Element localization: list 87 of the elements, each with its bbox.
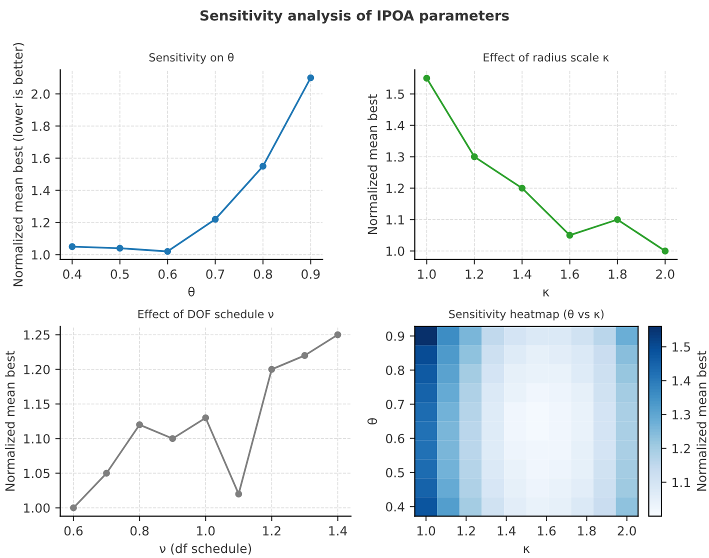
x-tick-label: 1.4 [329,526,347,536]
y-tick-label: 1.25 [24,330,50,340]
x-axis-title: κ [524,546,530,554]
y-axis-title: Normalized mean best (lower is better) [13,42,24,286]
x-tick-label: 1.0 [418,269,436,279]
point [235,490,242,498]
text: Sensitivity analysis of IPOA parameters [200,10,509,24]
y-tick-label: 2.0 [32,89,50,99]
y-tick-label: 1.1 [386,215,404,224]
x-tick-label: 1.2 [466,269,484,279]
y-tick-label: 0.6 [386,434,404,444]
point [662,248,669,254]
point [164,248,172,255]
x-tick-label: 2.0 [618,526,636,536]
point [103,470,110,477]
x-tick-label: 0.4 [63,269,82,279]
y-tick-label: 1.0 [386,246,404,256]
point [169,435,176,442]
point [260,162,266,170]
point [70,504,77,512]
y-tick-label: 1.20 [24,364,50,374]
x-axis-title: κ [543,290,550,296]
y-tick-label: 1.10 [24,434,50,444]
point [307,74,314,82]
y-tick-label: 1.8 [32,121,50,131]
x-tick-label: 0.7 [206,269,224,279]
x-tick-label: 1.4 [498,526,516,536]
y-tick-label: 0.8 [386,366,404,376]
point [268,366,276,373]
point [301,352,308,359]
y-tick-label: 0.9 [386,331,404,341]
color-bar-label: 1.5 [672,342,690,352]
x-tick-label: 0.8 [254,269,272,279]
y-tick-label: 0.4 [386,502,404,512]
chart-title: Sensitivity on θ [149,52,234,64]
x-tick-label: 1.6 [561,269,579,279]
color-bar-label: 1.4 [672,376,690,386]
y-tick-label: 1.3 [386,152,404,162]
chart-title: Sensitivity heatmap (θ vs κ) [449,310,604,320]
x-tick-label: 0.9 [302,269,320,279]
color-bar-label: 1.2 [672,444,690,454]
chart-title: Effect of radius scale κ [484,52,609,62]
point [566,232,574,239]
x-tick-label: 0.5 [110,269,129,279]
point [470,153,478,160]
y-tick-label: 1.00 [24,503,50,513]
y-axis-title: Normalized mean best [5,350,15,491]
x-axis-title: θ [188,286,195,296]
x-tick-label: 1.8 [578,526,596,536]
x-tick-label: 0.8 [130,526,149,536]
point [212,216,219,223]
chart-title: Effect of DOF schedule ν [138,310,274,318]
y-tick-label: 1.2 [32,218,50,228]
y-tick-label: 1.6 [32,154,50,164]
point [614,216,621,224]
y-tick-label: 1.0 [32,250,50,260]
x-tick-label: 1.8 [608,269,627,279]
point [202,414,210,422]
x-tick-label: 1.0 [417,526,436,536]
y-tick-label: 1.2 [386,184,404,193]
x-tick-label: 1.2 [263,526,280,536]
y-tick-label: 1.5 [386,90,404,99]
color-bar-title: Normalized mean best [696,350,706,491]
y-axis-title: θ [367,418,378,424]
y-tick-label: 0.7 [386,400,404,410]
y-tick-label: 0.5 [386,468,404,478]
x-axis-title: ν (df schedule) [160,544,252,555]
point [136,421,144,428]
y-tick-label: 1.05 [24,468,50,478]
point [518,184,526,192]
y-axis-title: Normalized mean best [368,94,378,234]
y-tick-label: 1.4 [386,120,404,130]
x-tick-label: 0.6 [64,526,83,536]
x-tick-label: 0.6 [158,269,177,279]
x-tick-label: 2.0 [656,269,674,279]
y-tick-label: 1.4 [32,186,50,196]
x-tick-label: 1.0 [197,526,215,536]
color-bar-label: 1.3 [672,410,690,420]
point [423,74,430,82]
x-tick-label: 1.2 [458,526,475,536]
x-tick-label: 1.6 [538,526,556,536]
y-tick-label: 1.15 [24,400,50,409]
x-tick-label: 1.4 [514,270,532,279]
point [68,243,76,250]
point [116,244,124,252]
point [334,331,342,338]
color-bar-label: 1.1 [672,478,690,488]
